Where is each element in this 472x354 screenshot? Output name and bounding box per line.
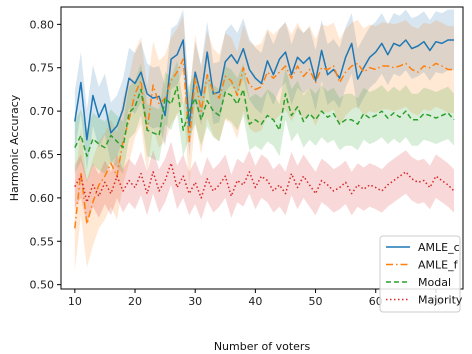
x-tick-label: 30 — [188, 295, 202, 308]
legend-label-amle-c: AMLE_c — [418, 241, 460, 254]
series-line-modal — [74, 86, 455, 157]
x-axis-label: Number of voters — [214, 340, 311, 353]
y-tick-label: 0.50 — [30, 279, 55, 292]
legend-label-modal: Modal — [418, 276, 451, 289]
plot-frame — [60, 6, 464, 290]
x-tick-label: 60 — [369, 295, 383, 308]
band-majority — [74, 141, 455, 224]
x-tick-label: 50 — [309, 295, 323, 308]
series-lines — [74, 39, 455, 229]
y-tick-label: 0.65 — [30, 149, 55, 162]
band-modal — [74, 60, 455, 183]
legend-label-majority: Majority — [418, 294, 463, 307]
legend-box — [379, 235, 461, 313]
y-tick-label: 0.70 — [30, 105, 55, 118]
y-tick-label: 0.60 — [30, 192, 55, 205]
y-axis-label: Harmonic Accuracy — [8, 94, 21, 201]
y-tick-label: 0.80 — [30, 18, 55, 31]
x-tick-label: 20 — [128, 295, 142, 308]
confidence-bands — [74, 9, 455, 272]
legend: AMLE_c AMLE_f Modal Majority — [379, 235, 463, 313]
y-tick-label: 0.55 — [30, 235, 55, 248]
band-amle-c — [74, 9, 455, 171]
series-line-amle-f — [74, 58, 454, 229]
x-tick-label: 40 — [248, 295, 262, 308]
series-line-amle-c — [74, 39, 454, 141]
y-axis-ticks: 0.50 0.55 0.60 0.65 0.70 0.75 0.80 — [30, 18, 61, 292]
legend-label-amle-f: AMLE_f — [418, 259, 459, 272]
series-line-majority — [74, 162, 455, 203]
y-tick-label: 0.75 — [30, 62, 55, 75]
x-tick-label: 10 — [68, 295, 82, 308]
